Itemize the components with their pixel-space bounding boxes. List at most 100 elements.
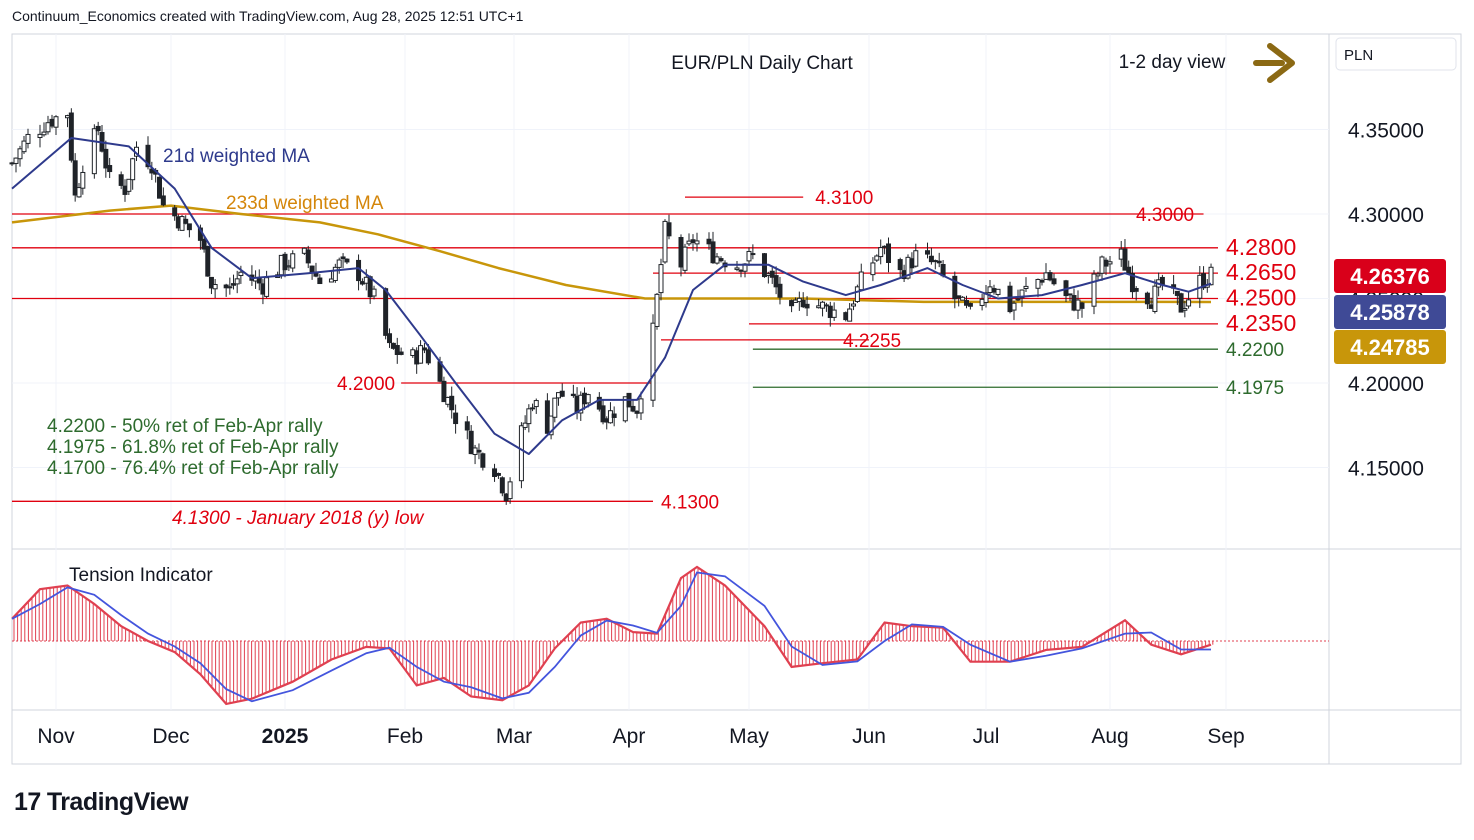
level-label: 4.2350: [1226, 310, 1296, 336]
y-tick-label: 4.20000: [1348, 373, 1424, 396]
candle-body: [1015, 298, 1021, 301]
candle-body: [1071, 295, 1077, 311]
price-badge-value: 4.26376: [1350, 264, 1430, 289]
candle-body: [449, 395, 455, 411]
candle-body: [530, 407, 536, 410]
candle-body: [686, 240, 692, 245]
x-tick-label: 2025: [262, 725, 309, 748]
candle-body: [522, 422, 528, 428]
candle-body: [231, 283, 237, 286]
annotation-618pct: 4.1975 - 61.8% ret of Feb-Apr rally: [47, 437, 339, 458]
candle-body: [706, 238, 712, 245]
candle-body: [654, 293, 660, 327]
candle-body: [441, 380, 447, 403]
ma21-line: [11, 137, 1212, 455]
candle-body: [256, 277, 262, 284]
candle-body: [332, 266, 338, 282]
level-label: 4.2200: [1226, 340, 1284, 361]
level-label: 4.3100: [815, 188, 873, 209]
candle-body: [552, 397, 558, 418]
candle-body: [118, 174, 124, 186]
candle-body: [789, 300, 795, 307]
candle-body: [9, 162, 15, 165]
candle-body: [227, 286, 233, 289]
candle-body: [499, 477, 505, 494]
level-label: 4.1300: [661, 492, 719, 513]
candle-body: [622, 396, 628, 422]
candle-body: [464, 421, 470, 431]
candle-body: [480, 453, 486, 468]
candle-body: [662, 220, 668, 263]
candle-body: [418, 345, 424, 364]
x-tick-label: Aug: [1091, 725, 1128, 748]
candle-body: [960, 296, 966, 301]
candle-body: [107, 165, 113, 173]
candle-body: [847, 308, 853, 322]
candle-body: [750, 253, 756, 256]
candle-body: [344, 258, 350, 263]
candle-body: [290, 253, 296, 269]
candle-body: [682, 246, 688, 271]
candle-body: [103, 148, 109, 169]
candle-body: [1208, 266, 1214, 286]
tradingview-logo[interactable]: 17 TradingView: [14, 788, 189, 817]
candle-body: [145, 144, 151, 168]
y-tick-label: 4.15000: [1348, 458, 1424, 481]
right-arrow-icon: [1253, 43, 1295, 83]
candle-body: [1186, 299, 1192, 307]
candle-body: [897, 259, 903, 271]
x-axis-ticks: Nov Dec 2025 Feb Mar Apr May Jun Jul Aug Sep: [37, 725, 1244, 748]
candle-body: [773, 275, 779, 288]
candle-body: [690, 239, 696, 243]
candle-body: [991, 288, 997, 293]
candle-body: [710, 241, 716, 264]
candle-body: [870, 262, 876, 276]
candle-body: [76, 187, 82, 198]
candle-body: [1011, 302, 1017, 311]
annotation-50pct: 4.2200 - 50% ret of Feb-Apr rally: [47, 416, 323, 437]
candle-body: [983, 292, 989, 303]
candle-body: [548, 415, 554, 436]
candle-body: [964, 300, 969, 306]
candle-body: [1023, 285, 1029, 290]
candle-body: [650, 322, 656, 401]
candle-body: [45, 122, 51, 133]
level-label: 4.2500: [1226, 285, 1296, 311]
candle-body: [425, 349, 431, 364]
candle-body: [495, 472, 501, 476]
candle-body: [874, 255, 880, 261]
candle-body: [1091, 273, 1097, 307]
candle-body: [205, 245, 211, 277]
candle-body: [340, 256, 346, 260]
candle-body: [371, 288, 377, 297]
candle-body: [734, 267, 740, 270]
view-label: 1-2 day view: [1119, 52, 1226, 73]
annotation-764pct: 4.1700 - 76.4% ret of Feb-Apr rally: [47, 458, 339, 479]
candle-body: [666, 222, 672, 237]
level-label: 4.2000: [337, 374, 395, 395]
candle-body: [53, 116, 59, 128]
candle-body: [492, 468, 498, 477]
candle-body: [68, 112, 74, 161]
candle-body: [823, 304, 829, 307]
candle-body: [714, 256, 720, 264]
candle-body: [282, 253, 288, 271]
candle-body: [1159, 276, 1165, 285]
candle-body: [678, 237, 684, 268]
candle-body: [317, 277, 323, 285]
tradingview-logo-text: TradingView: [46, 788, 189, 816]
candle-body: [264, 277, 270, 297]
candle-body: [600, 405, 606, 423]
candle-body: [37, 133, 43, 139]
candle-body: [49, 118, 55, 127]
candle-body: [13, 157, 19, 164]
price-badge-bg: [1334, 295, 1446, 329]
x-tick-label: Sep: [1207, 725, 1244, 748]
tension-label: Tension Indicator: [69, 565, 213, 586]
candle-body: [1007, 285, 1013, 313]
candle-body: [1099, 256, 1105, 274]
candle-body: [995, 288, 1001, 295]
candle-body: [80, 171, 86, 189]
currency-box: [1335, 37, 1457, 71]
candle-body: [238, 271, 244, 277]
